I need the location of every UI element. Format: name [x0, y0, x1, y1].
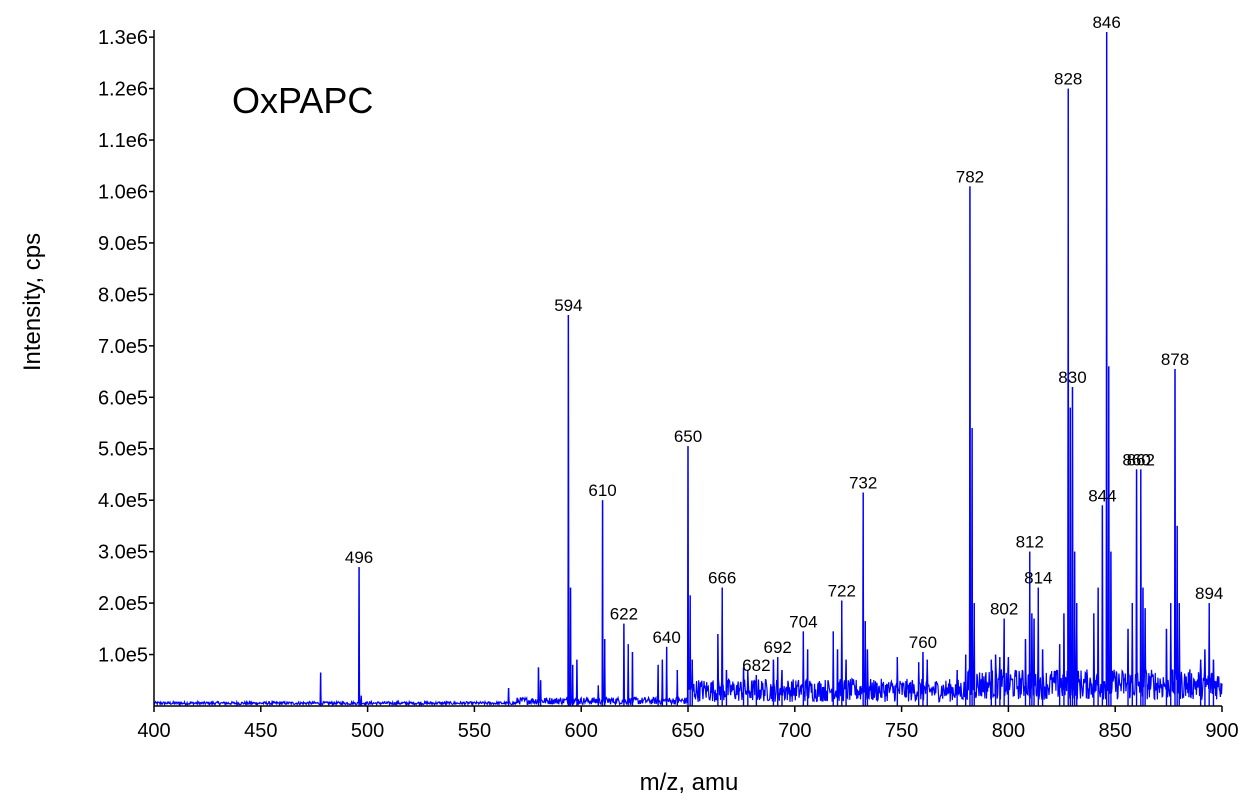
y-tick-label: 3.0e5: [98, 542, 148, 564]
y-tick-label: 5.0e5: [98, 439, 148, 461]
x-tick-label: 450: [244, 720, 277, 742]
peak-label: 640: [652, 628, 680, 647]
y-tick-label: 1.0e5: [98, 645, 148, 667]
y-tick-label: 8.0e5: [98, 284, 148, 306]
peak-label: 496: [345, 548, 373, 567]
y-tick-label: 7.0e5: [98, 336, 148, 358]
x-axis-ticks: 400 450 500 550 600 650 700 750 800 850 900: [137, 706, 1239, 742]
plot-area: [153, 31, 1223, 708]
peak-label: 610: [588, 481, 616, 500]
peak-label: 782: [956, 167, 984, 186]
peak-label: 682: [742, 656, 770, 675]
peak-label: 666: [708, 569, 736, 588]
sample-annotation: OxPAPC: [232, 80, 373, 121]
y-tick-label: 1.1e6: [98, 130, 148, 152]
peak-label: 650: [674, 427, 702, 446]
x-tick-label: 500: [351, 720, 384, 742]
x-tick-label: 700: [778, 720, 811, 742]
y-tick-label: 6.0e5: [98, 387, 148, 409]
peak-label: 844: [1088, 486, 1116, 505]
peak-label: 704: [789, 612, 817, 631]
y-tick-label: 2.0e5: [98, 593, 148, 615]
peak-label: 814: [1024, 569, 1052, 588]
x-tick-label: 900: [1205, 720, 1238, 742]
x-tick-label: 800: [992, 720, 1025, 742]
peak-label: 622: [610, 605, 638, 624]
y-tick-label: 1.3e6: [98, 27, 148, 49]
peak-label: 828: [1054, 70, 1082, 89]
peak-label: 860: [1122, 450, 1150, 469]
peak-label: 722: [828, 582, 856, 601]
peak-label: 862: [1127, 450, 1155, 469]
peak-label: 878: [1161, 350, 1189, 369]
peak-label: 894: [1195, 584, 1223, 603]
x-tick-label: 650: [671, 720, 704, 742]
peak-label: 732: [849, 473, 877, 492]
peak-label: 802: [990, 600, 1018, 619]
peak-label: 812: [1016, 533, 1044, 552]
y-tick-label: 1.2e6: [98, 79, 148, 101]
x-tick-label: 550: [458, 720, 491, 742]
x-tick-label: 750: [885, 720, 918, 742]
x-tick-label: 850: [1099, 720, 1132, 742]
y-tick-label: 9.0e5: [98, 233, 148, 255]
x-tick-label: 400: [137, 720, 170, 742]
peak-label: 692: [764, 638, 792, 657]
y-axis-title: Intensity, cps: [19, 233, 46, 371]
peak-label: 594: [554, 296, 582, 315]
peak-label: 846: [1092, 13, 1120, 32]
peak-label: 760: [909, 633, 937, 652]
x-axis-title: m/z, amu: [640, 769, 739, 796]
y-axis-ticks: 1.0e5 2.0e5 3.0e5 4.0e5 5.0e5 6.0e5 7.0e5 8.0e5…: [98, 27, 154, 667]
x-tick-label: 600: [565, 720, 598, 742]
y-tick-label: 4.0e5: [98, 490, 148, 512]
y-tick-label: 1.0e6: [98, 181, 148, 203]
peak-label: 830: [1058, 368, 1086, 387]
